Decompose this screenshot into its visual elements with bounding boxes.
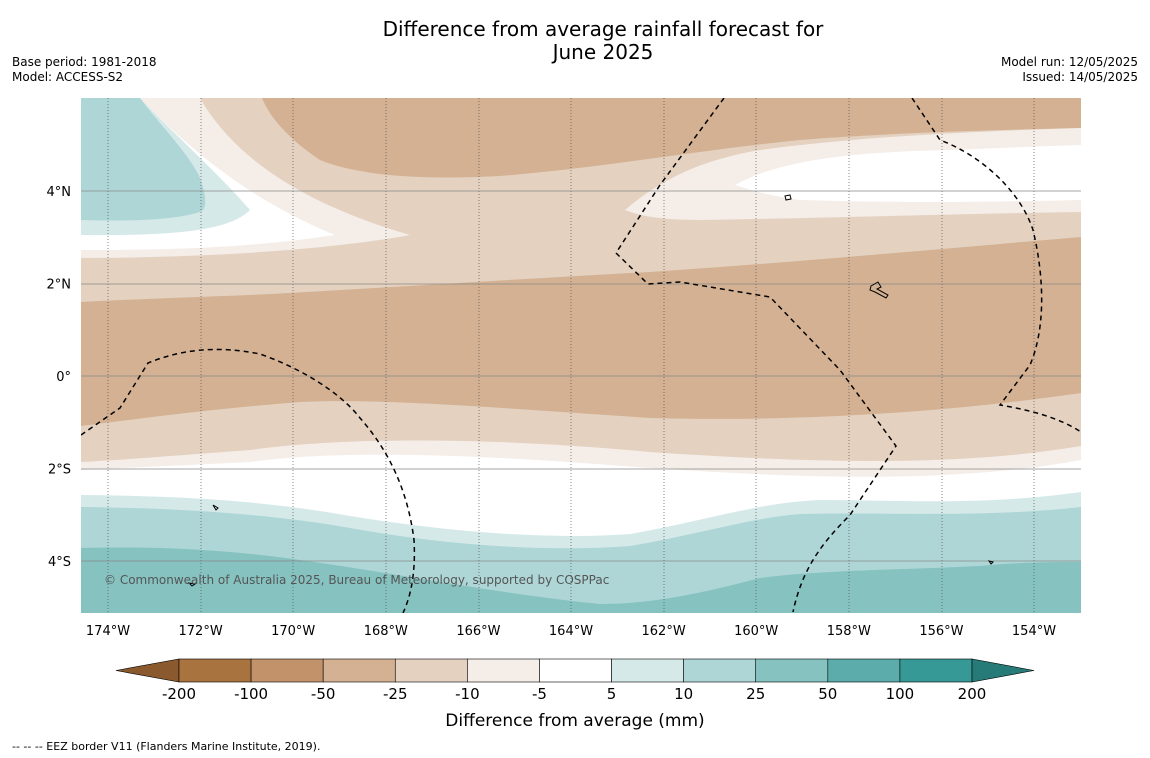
colorbar-tick-label: 5 [607,685,617,703]
colorbar-swatch [322,658,396,683]
x-tick-label: 166°W [456,624,500,639]
issued-label: Issued: 14/05/2025 [1022,70,1138,84]
colorbar-tick-label: 100 [886,685,915,703]
y-tick-label: 4°S [48,555,71,570]
colorbar: -200 -100 -50 -25 -10 -5 5 10 25 50 100 200 [115,658,1035,703]
colorbar-tick-label: -25 [383,685,408,703]
x-tick-label: 160°W [734,624,778,639]
base-period-label: Base period: 1981-2018 [12,55,157,69]
contour-band-positive-5-northeast [735,145,1081,202]
colorbar-tick-label: 25 [746,685,765,703]
island-north [784,194,792,201]
y-tick-label: 2°N [47,277,72,292]
colorbar-label: Difference from average (mm) [445,711,704,731]
copyright-notice: © Commonwealth of Australia 2025, Bureau… [104,573,609,587]
colorbar-extend-low [115,658,180,683]
island-southeast [987,560,994,565]
x-tick-label: 170°W [271,624,315,639]
eez-borders [81,98,1081,613]
colorbar-tick-label: -200 [162,685,196,703]
model-info: Base period: 1981-2018 Model: ACCESS-S2 [12,55,157,85]
x-tick-label: 168°W [364,624,408,639]
title-line-2: June 2025 [552,40,654,64]
rainfall-contours [81,98,1081,613]
x-tick-label: 164°W [549,624,593,639]
colorbar-swatch [178,658,252,683]
colorbar-swatch [467,658,540,683]
colorbar-swatch [611,658,684,683]
map-plot-area: © Commonwealth of Australia 2025, Bureau… [81,98,1081,613]
x-tick-label: 174°W [86,624,130,639]
colorbar-tick-label: 10 [674,685,693,703]
y-axis-ticks: 4°N 2°N 0° 2°S 4°S [47,185,72,570]
island-south [187,582,197,587]
colorbar-swatch [683,658,757,683]
colorbar-tick-label: 50 [818,685,837,703]
colorbar-swatch [899,658,973,683]
colorbar-swatch [394,658,468,683]
contour-band-50-south [81,547,1081,613]
y-tick-label: 2°S [48,463,71,478]
colorbar-tick-label: 200 [958,685,987,703]
colorbar-tick-label: -5 [532,685,547,703]
x-tick-label: 172°W [179,624,223,639]
grid-lines [81,98,1081,613]
chart-title: Difference from average rainfall forecas… [0,18,1150,64]
colorbar-swatch [250,658,324,683]
model-run-label: Model run: 12/05/2025 [1000,55,1138,69]
eez-border-east [911,98,1081,433]
island-southwest [212,504,219,511]
colorbar-extend-high [971,658,1035,683]
eez-border-west [81,348,416,613]
colorbar-tick-label: -100 [234,685,268,703]
x-tick-label: 162°W [642,624,686,639]
eez-footnote: -- -- -- EEZ border V11 (Flanders Marine… [12,740,321,753]
x-axis-ticks: 174°W 172°W 170°W 168°W 166°W 164°W 162°W 160°W… [86,624,1056,639]
colorbar-swatch [827,658,901,683]
island-kiritimati [869,281,889,299]
x-tick-label: 156°W [919,624,963,639]
model-label: Model: ACCESS-S2 [12,70,124,84]
contour-minus-50-north [262,98,1081,178]
islands [187,194,994,587]
y-tick-label: 0° [56,370,71,385]
colorbar-swatch [539,658,612,683]
colorbar-swatch [755,658,829,683]
run-info: Model run: 12/05/2025 Issued: 14/05/2025 [1001,55,1138,85]
colorbar-tick-label: -50 [311,685,336,703]
colorbar-tick-label: -10 [455,685,480,703]
eez-border-central [615,98,897,613]
x-tick-label: 154°W [1012,624,1056,639]
title-line-1: Difference from average rainfall forecas… [382,17,824,41]
x-tick-label: 158°W [827,624,871,639]
contour-band-25-northwest [81,98,206,221]
y-tick-label: 4°N [47,185,72,200]
